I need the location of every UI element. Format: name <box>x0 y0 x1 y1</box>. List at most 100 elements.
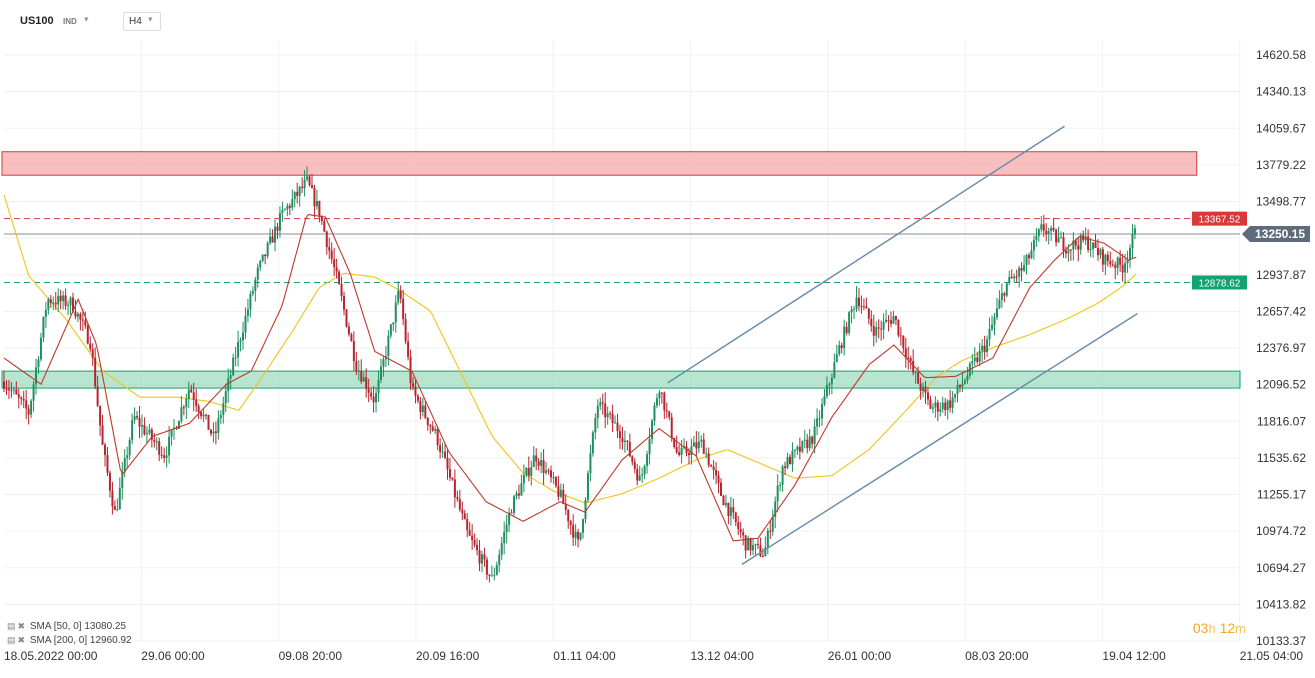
candle-body <box>79 313 82 320</box>
candle-body <box>1106 254 1109 261</box>
candle-body <box>202 414 205 417</box>
candle-body <box>569 521 572 525</box>
trendline <box>741 313 1138 565</box>
countdown-hours-unit: h <box>1208 621 1216 636</box>
candle-body <box>197 406 200 412</box>
candle-body <box>572 524 575 538</box>
candle-body <box>525 467 528 476</box>
candle-body <box>922 386 925 391</box>
chevron-down-icon[interactable]: ▾ <box>84 14 89 24</box>
countdown-hours: 03 <box>1192 620 1209 636</box>
level-tag-label: 13367.52 <box>1199 215 1241 226</box>
candle-body <box>1094 242 1097 249</box>
candle-body <box>618 431 621 439</box>
candle-body <box>128 440 131 456</box>
candle-body <box>32 384 35 401</box>
candle-body <box>865 306 868 309</box>
symbol-label[interactable]: US100 <box>20 15 54 27</box>
candle-body <box>845 326 848 333</box>
countdown-minutes: 12 <box>1219 620 1236 636</box>
sma50-layer <box>3 214 1137 542</box>
candle-body <box>796 446 799 450</box>
candle-body <box>754 544 757 546</box>
settings-icon[interactable]: ▤ <box>7 635 16 645</box>
candle-body <box>269 236 272 244</box>
candle-body <box>508 512 511 525</box>
candle-body <box>333 259 336 268</box>
candle-body <box>582 519 585 533</box>
candle-body <box>690 446 693 456</box>
candle-body <box>42 316 45 338</box>
candle-body <box>549 470 552 478</box>
candle-body <box>185 398 188 408</box>
candle-body <box>791 450 794 465</box>
candle-body <box>1072 240 1075 250</box>
current-price-tag <box>1242 225 1310 242</box>
candle-body <box>1005 283 1008 296</box>
candle-body <box>902 335 905 349</box>
candle-body <box>1013 276 1016 279</box>
sma50-value: 13080.25 <box>84 621 127 632</box>
candle-body <box>476 544 479 551</box>
candle-body <box>308 176 311 186</box>
candle-body <box>177 421 180 429</box>
candle-body <box>15 389 18 395</box>
candle-body <box>680 447 683 455</box>
settings-icon[interactable]: ▤ <box>7 621 16 631</box>
candle-body <box>907 357 910 359</box>
candle-body <box>722 495 725 506</box>
candle-body <box>1052 227 1055 230</box>
candle-body <box>761 556 764 558</box>
candle-body <box>813 426 816 444</box>
candle-body <box>133 416 136 421</box>
candle-body <box>456 497 459 500</box>
candle-body <box>1064 250 1067 254</box>
x-axis: 18.05.2022 00:00 29.06 00:00 09.08 20:00 20… <box>4 649 1303 663</box>
candle-body <box>283 209 286 211</box>
candle-body <box>830 377 833 384</box>
candle-body <box>867 308 870 319</box>
close-icon[interactable]: ✖ <box>17 635 26 645</box>
candle-body <box>885 319 888 322</box>
candle-body <box>720 482 723 496</box>
candle-body <box>81 319 84 321</box>
candle-body <box>540 460 543 466</box>
candle-body <box>1020 267 1023 271</box>
candle-countdown: 03h 12m <box>1193 620 1246 636</box>
candle-body <box>229 375 232 379</box>
countdown-minutes-unit: m <box>1235 621 1246 636</box>
candle-body <box>377 379 380 393</box>
candle-body <box>49 299 52 303</box>
candle-body <box>111 490 114 507</box>
candle-body <box>108 472 111 491</box>
timeframe-select[interactable]: H4 ▾ <box>123 12 161 31</box>
candle-body <box>601 402 604 404</box>
candle-body <box>752 545 755 551</box>
candle-body <box>1121 264 1124 273</box>
candle-body <box>973 357 976 362</box>
candle-body <box>710 465 713 467</box>
candle-body <box>821 404 824 419</box>
x-tick-label: 08.03 20:00 <box>965 649 1029 663</box>
candle-body <box>978 350 981 362</box>
candle-body <box>823 396 826 405</box>
sma50-label: SMA [50, 0] <box>29 621 82 632</box>
y-axis: 14620.58 14340.13 14059.67 13779.22 13498.77… <box>1256 48 1306 648</box>
candle-body <box>360 371 363 382</box>
candle-body <box>882 321 885 330</box>
candle-body <box>306 176 309 180</box>
candle-body <box>505 524 508 532</box>
candle-body <box>17 394 20 398</box>
candle-body <box>387 335 390 357</box>
close-icon[interactable]: ✖ <box>17 621 26 631</box>
candle-body <box>22 399 25 401</box>
x-tick-label: 13.12 04:00 <box>691 649 755 663</box>
candle-body <box>1104 254 1107 265</box>
candle-body <box>651 420 654 440</box>
candle-body <box>483 554 486 560</box>
candle-body <box>983 345 986 352</box>
candle-body <box>914 372 917 374</box>
candle-body <box>254 279 257 292</box>
